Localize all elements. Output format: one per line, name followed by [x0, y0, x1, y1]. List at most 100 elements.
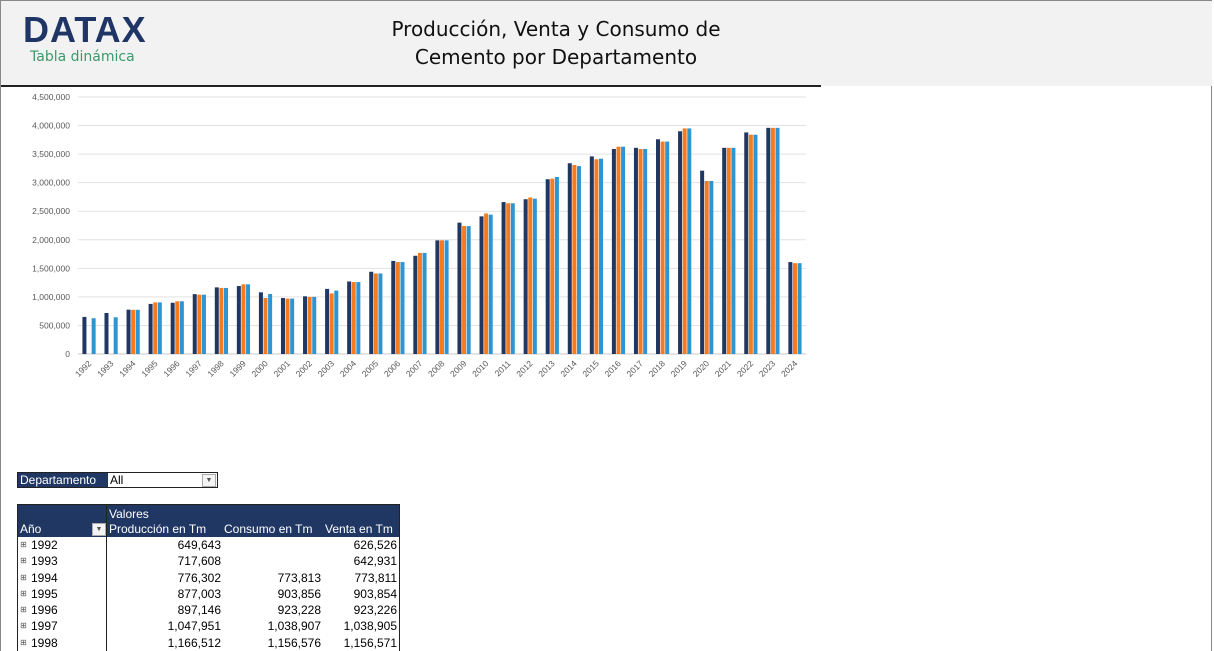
bar-2000-series-0 [258, 292, 263, 354]
bar-2009-series-2 [466, 226, 471, 354]
x-tick-label: 2009 [448, 358, 469, 379]
year-value[interactable]: 1992 [31, 538, 58, 552]
venta-value: 1,156,571 [343, 635, 397, 650]
table-row: ⊞ 1997 1,047,951 1,038,907 1,038,905 [18, 618, 399, 634]
bar-1995-series-0 [148, 303, 153, 354]
expand-icon[interactable]: ⊞ [20, 588, 27, 598]
bar-2008-series-1 [440, 240, 444, 354]
x-tick-label: 1999 [227, 358, 248, 379]
title-line-1: Producción, Venta y Consumo de [391, 17, 721, 41]
expand-icon[interactable]: ⊞ [20, 540, 27, 549]
bar-2015-series-1 [594, 159, 599, 354]
y-tick-label: 500,000 [39, 320, 70, 330]
x-tick-label: 2010 [470, 358, 491, 379]
year-value[interactable]: 1995 [31, 586, 58, 601]
y-tick-label: 2,500,000 [32, 206, 70, 216]
bar-2008-series-0 [435, 240, 440, 354]
expand-icon[interactable]: ⊞ [20, 621, 27, 631]
bar-2019-series-0 [678, 131, 683, 354]
column-divider [106, 505, 107, 651]
bar-2012-series-1 [528, 197, 533, 354]
bar-2003-series-0 [325, 288, 330, 354]
bar-2020-series-2 [709, 180, 714, 354]
expand-icon[interactable]: ⊞ [20, 637, 27, 647]
bar-2022-series-2 [753, 134, 758, 354]
bar-2014-series-1 [572, 164, 577, 354]
venta-value: 1,038,905 [343, 619, 397, 634]
filter-label: Departamento [18, 473, 108, 487]
x-tick-label: 2023 [757, 358, 778, 379]
datax-logo: DATAX [23, 9, 147, 50]
values-label: Valores [109, 507, 149, 521]
bar-2007-series-0 [413, 255, 418, 354]
title-line-2: Cemento por Departamento [414, 45, 698, 69]
bar-2012-series-0 [523, 199, 528, 354]
bar-1992-series-2 [91, 318, 96, 354]
bar-2012-series-2 [532, 198, 537, 354]
bar-2017-series-2 [643, 148, 648, 354]
x-tick-label: 1994 [117, 358, 138, 379]
y-tick-label: 4,500,000 [32, 92, 70, 102]
x-tick-label: 2017 [625, 358, 646, 379]
bar-2013-series-2 [554, 176, 559, 354]
bar-2021-series-2 [731, 147, 736, 354]
x-tick-label: 2014 [558, 358, 579, 379]
year-value[interactable]: 1997 [31, 619, 58, 634]
bar-2004-series-0 [347, 281, 352, 354]
x-tick-label: 2011 [493, 358, 513, 378]
x-tick-label: 1995 [139, 358, 160, 379]
y-tick-label: 2,000,000 [32, 235, 70, 245]
produccion-value: 897,146 [177, 603, 221, 618]
bar-2013-series-1 [550, 178, 555, 354]
pivot-table: Valores Año ▼ Producción en Tm Consumo e… [17, 504, 400, 651]
bar-2014-series-2 [576, 166, 581, 354]
bar-2024-series-1 [792, 263, 797, 354]
expand-icon[interactable]: ⊞ [20, 605, 27, 615]
bar-2023-series-1 [770, 127, 775, 354]
bar-2005-series-2 [378, 273, 383, 354]
bar-2002-series-1 [307, 296, 312, 354]
x-tick-label: 2007 [404, 358, 425, 379]
bar-2024-series-0 [788, 262, 793, 354]
bar-1998-series-2 [223, 287, 228, 354]
year-value[interactable]: 1994 [31, 570, 58, 585]
bar-2003-series-1 [329, 293, 334, 354]
bar-1994-series-0 [126, 309, 131, 354]
x-tick-label: 1998 [205, 358, 226, 379]
col-header-consumo: Consumo en Tm [224, 522, 313, 536]
x-tick-label: 2002 [294, 358, 315, 379]
bar-2005-series-0 [369, 271, 374, 354]
table-row: ⊞ 1995 877,003 903,856 903,854 [18, 586, 399, 602]
x-tick-label: 2015 [580, 358, 601, 379]
consumo-value: 923,228 [277, 603, 321, 618]
ano-filter-dropdown-icon[interactable]: ▼ [92, 523, 106, 536]
expand-icon[interactable]: ⊞ [20, 572, 27, 582]
bar-2021-series-1 [726, 147, 731, 354]
bar-2002-series-0 [303, 296, 308, 354]
bar-2010-series-0 [479, 216, 484, 354]
year-value[interactable]: 1996 [31, 603, 58, 618]
bar-2016-series-1 [616, 146, 621, 354]
bar-1999-series-1 [241, 284, 246, 354]
bar-2020-series-0 [700, 170, 705, 354]
y-tick-label: 3,000,000 [32, 178, 70, 188]
bar-2010-series-2 [488, 214, 493, 354]
year-value[interactable]: 1993 [31, 554, 58, 569]
x-tick-label: 1993 [95, 358, 116, 379]
bar-2005-series-1 [373, 273, 378, 354]
x-tick-label: 2005 [360, 358, 381, 379]
year-value[interactable]: 1998 [31, 635, 58, 650]
departamento-filter[interactable]: Departamento All ▼ [17, 472, 218, 488]
filter-value[interactable]: All ▼ [108, 473, 217, 487]
bar-2014-series-0 [567, 163, 572, 354]
bar-2003-series-2 [334, 290, 339, 354]
col-header-venta: Venta en Tm [325, 522, 393, 536]
bar-1996-series-2 [179, 301, 184, 354]
bar-1998-series-0 [214, 287, 219, 354]
dropdown-arrow-icon[interactable]: ▼ [202, 474, 216, 487]
bar-2010-series-1 [484, 213, 489, 354]
expand-icon[interactable]: ⊞ [20, 556, 27, 566]
bar-1996-series-1 [175, 301, 180, 354]
produccion-value: 1,166,512 [167, 635, 221, 650]
